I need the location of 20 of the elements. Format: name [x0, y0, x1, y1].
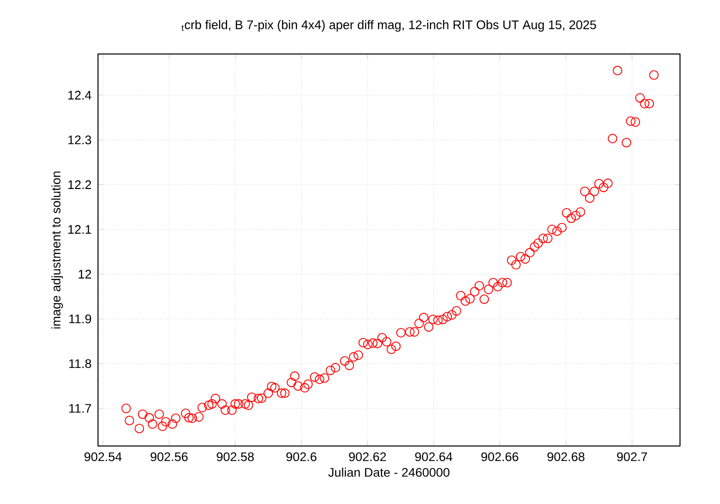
- chart-title: $_{t}$crb field, B 7-pix (bin 4x4) aper diff mag, 12-inch RIT Obs UT Aug 15, 2025: [182, 20, 596, 32]
- y-tick-label: 11.7: [69, 404, 92, 413]
- x-axis-title: Julian Date - 2460000: [328, 468, 450, 477]
- x-tick-label: 902.54: [84, 452, 122, 462]
- y-tick-label: 11.8: [69, 359, 92, 368]
- x-tick-label: 902.7: [617, 452, 648, 462]
- y-tick-label: 12.3: [68, 136, 92, 144]
- x-tick-label: 902.66: [481, 452, 518, 462]
- y-tick-label: 12.4: [68, 90, 92, 100]
- y-tick-label: 12: [78, 270, 92, 278]
- y-tick-label: 12.1: [68, 225, 92, 234]
- x-tick-label: 902.68: [547, 452, 584, 462]
- x-tick-label: 902.6: [286, 452, 316, 462]
- x-tick-label: 902.58: [216, 452, 254, 462]
- y-tick-label: 12.2: [68, 180, 92, 189]
- x-tick-label: 902.64: [415, 452, 452, 462]
- x-tick-label: 902.62: [349, 452, 386, 462]
- y-axis-title: image adjustment to solution: [51, 172, 63, 328]
- x-tick-label: 902.56: [150, 452, 188, 462]
- y-tick-label: 11.9: [69, 314, 92, 324]
